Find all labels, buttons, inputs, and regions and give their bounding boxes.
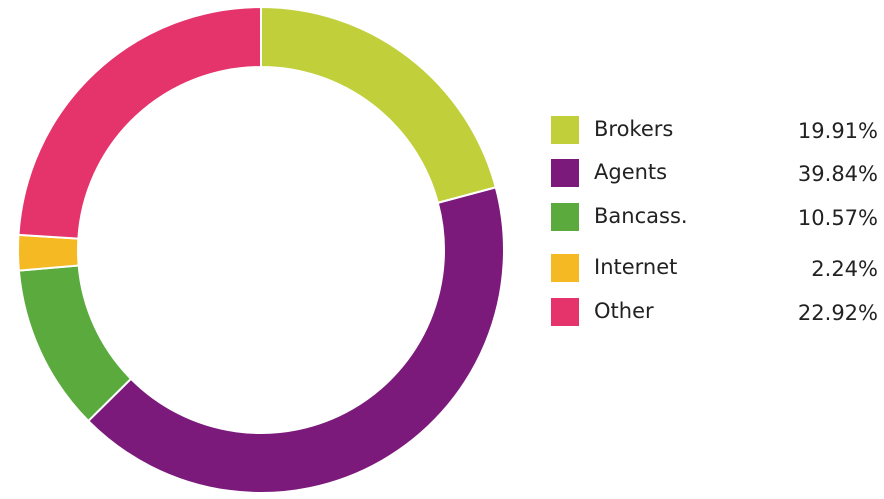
legend-label: Internet [594, 255, 677, 279]
value-label: 22.92% [798, 301, 878, 325]
legend-swatch [551, 116, 579, 144]
donut-segment [260, 5, 498, 205]
legend-swatch [551, 298, 579, 326]
donut-segment [86, 186, 505, 494]
legend-label: Brokers [594, 117, 673, 141]
legend-label: Bancass. [594, 204, 688, 228]
legend-swatch [551, 254, 579, 282]
legend-swatch [551, 203, 579, 231]
legend-label: Agents [594, 160, 667, 184]
donut-segment [17, 5, 262, 240]
value-label: 39.84% [798, 162, 878, 186]
legend-swatch [551, 159, 579, 187]
value-label: 19.91% [798, 119, 878, 143]
value-label: 2.24% [811, 257, 878, 281]
value-label: 10.57% [798, 206, 878, 230]
donut-segment [17, 233, 80, 272]
legend-label: Other [594, 299, 654, 323]
